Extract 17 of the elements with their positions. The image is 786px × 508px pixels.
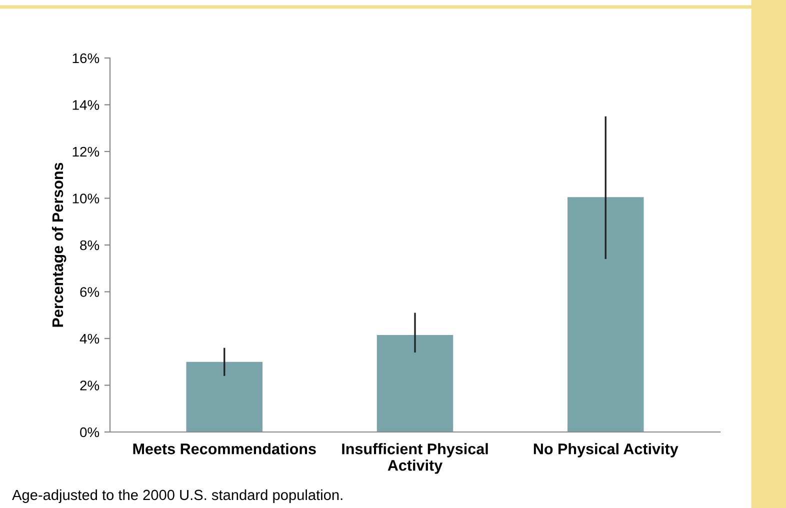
text: Age-adjusted to the 2000 U.S. standard population.: [12, 489, 342, 503]
y-tick-label: 8%: [80, 240, 100, 250]
y-tick-label: 12%: [72, 146, 100, 157]
bar: [186, 362, 262, 432]
y-axis-title: Percentage of Persons: [52, 162, 66, 327]
x-tick-label: Insufficient Physical Activity: [342, 443, 488, 474]
bar: [376, 334, 454, 432]
x-tick-label: Meets Recommendations: [133, 443, 316, 454]
x-tick-label: No Physical Activity: [534, 443, 678, 458]
y-tick-label: 0%: [80, 427, 100, 438]
y-tick-label: 10%: [72, 194, 100, 204]
y-tick-label: 14%: [72, 100, 100, 110]
y-tick-label: 16%: [72, 53, 100, 64]
y-tick-label: 6%: [80, 287, 100, 297]
bar: [568, 197, 644, 432]
y-tick-label: 2%: [80, 380, 100, 390]
y-tick-label: 4%: [80, 334, 100, 344]
